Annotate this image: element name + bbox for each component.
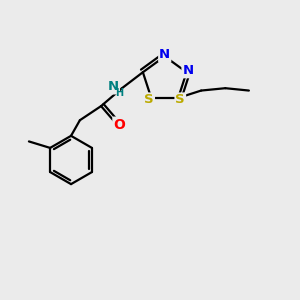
Text: H: H bbox=[115, 88, 123, 98]
Text: N: N bbox=[182, 64, 194, 77]
Text: O: O bbox=[113, 118, 125, 132]
Text: S: S bbox=[176, 94, 185, 106]
Text: S: S bbox=[144, 94, 154, 106]
Text: N: N bbox=[108, 80, 119, 94]
Text: N: N bbox=[159, 48, 170, 62]
